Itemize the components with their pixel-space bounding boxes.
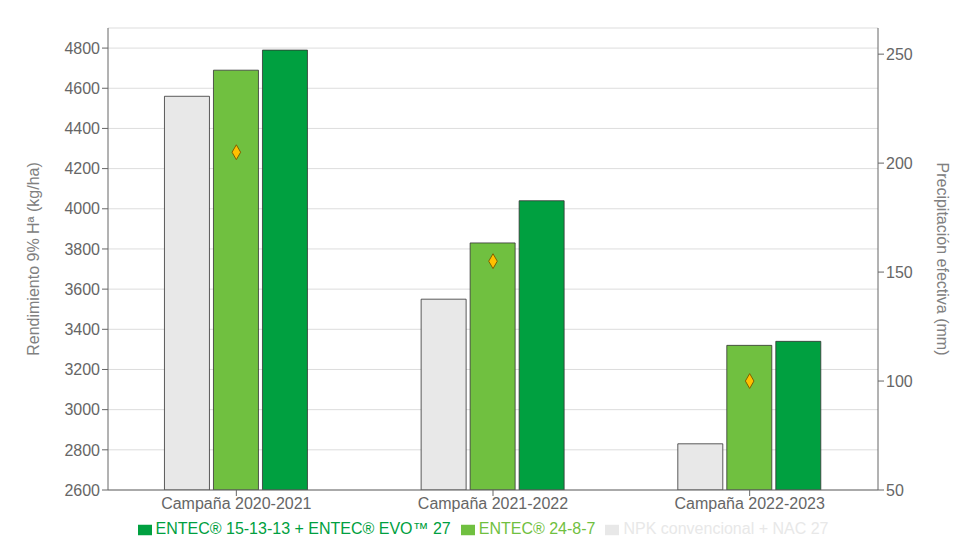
- svg-text:100: 100: [886, 373, 913, 390]
- svg-text:3200: 3200: [64, 361, 100, 378]
- svg-text:50: 50: [886, 482, 904, 499]
- svg-text:4600: 4600: [64, 80, 100, 97]
- svg-text:Campaña 2021-2022: Campaña 2021-2022: [418, 495, 568, 512]
- svg-text:2600: 2600: [64, 482, 100, 499]
- svg-text:Campaña 2020-2021: Campaña 2020-2021: [161, 495, 311, 512]
- svg-text:4000: 4000: [64, 200, 100, 217]
- svg-text:3000: 3000: [64, 401, 100, 418]
- html-text:ENTEC® 15-13-13 + ENTEC® EVO™: ENTEC® 15-13-13 + ENTEC® EVO™ 27: [155, 520, 451, 537]
- svg-text:Campaña 2022-2023: Campaña 2022-2023: [674, 495, 824, 512]
- svg-text:Precipitación efectiva (mm): Precipitación efectiva (mm): [934, 163, 951, 356]
- svg-text:3800: 3800: [64, 241, 100, 258]
- svg-text:2800: 2800: [64, 442, 100, 459]
- svg-text:4800: 4800: [64, 40, 100, 57]
- svg-text:200: 200: [886, 155, 913, 172]
- svg-text:3600: 3600: [64, 281, 100, 298]
- svg-text:Rendimiento 9% Hª (kg/ha): Rendimiento 9% Hª (kg/ha): [25, 162, 42, 356]
- svg-text:4200: 4200: [64, 160, 100, 177]
- svg-text:250: 250: [886, 46, 913, 63]
- svg-text:150: 150: [886, 264, 913, 281]
- svg-text:4400: 4400: [64, 120, 100, 137]
- svg-text:3400: 3400: [64, 321, 100, 338]
- html-text:NPK convencional + NAC 27: NPK convencional + NAC 27: [623, 520, 829, 537]
- html-text:ENTEC® 24-8-7: ENTEC® 24-8-7: [478, 520, 596, 537]
